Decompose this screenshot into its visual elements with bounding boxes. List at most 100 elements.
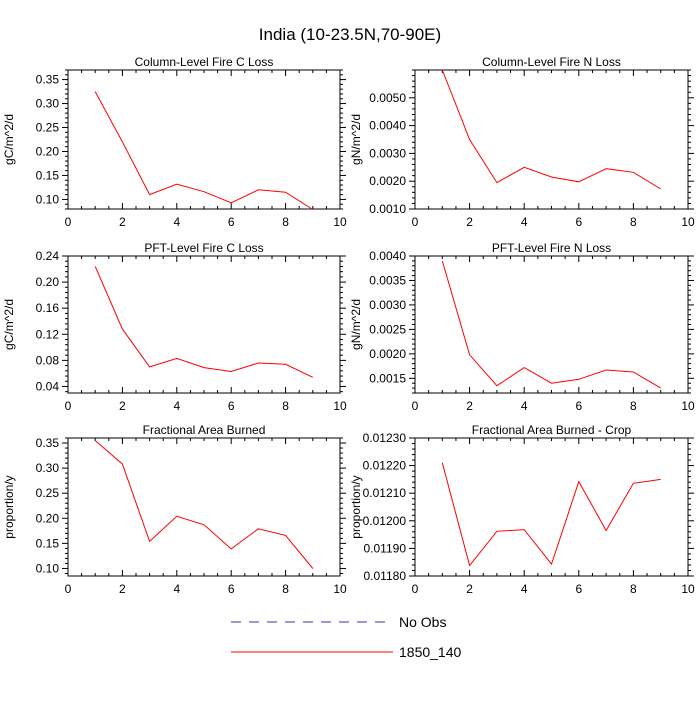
series-line-1850_140 — [442, 261, 660, 388]
y-tick-label: 0.0050 — [369, 91, 406, 105]
x-tick-label: 4 — [521, 582, 528, 596]
y-tick-label: 0.08 — [36, 353, 60, 367]
y-tick-label: 0.0040 — [369, 249, 406, 263]
x-tick-label: 6 — [575, 215, 582, 229]
plot-frame — [415, 70, 688, 209]
x-tick-label: 6 — [575, 399, 582, 413]
legend-label-2: 1850_140 — [399, 644, 462, 660]
y-tick-label: 0.20 — [36, 275, 60, 289]
x-tick-label: 10 — [333, 215, 347, 229]
x-tick-label: 8 — [630, 582, 637, 596]
x-tick-label: 6 — [575, 582, 582, 596]
panel-title: Column-Level Fire N Loss — [482, 55, 621, 69]
x-tick-label: 4 — [521, 399, 528, 413]
figure-title: India (10-23.5N,70-90E) — [259, 25, 441, 44]
y-tick-label: 0.10 — [36, 561, 60, 575]
y-axis-label: proportion/y — [2, 475, 16, 538]
y-tick-label: 0.16 — [36, 301, 60, 315]
y-tick-label: 0.01210 — [363, 486, 407, 500]
plot-frame — [68, 70, 340, 209]
y-tick-label: 0.0035 — [369, 273, 406, 287]
series-line-1850_140 — [442, 463, 660, 566]
y-tick-label: 0.15 — [36, 536, 60, 550]
plot-frame — [68, 438, 340, 576]
x-tick-label: 10 — [333, 582, 347, 596]
x-tick-label: 10 — [681, 582, 695, 596]
y-tick-label: 0.20 — [36, 144, 60, 158]
y-tick-label: 0.0020 — [369, 174, 406, 188]
y-tick-label: 0.0020 — [369, 347, 406, 361]
x-tick-label: 6 — [228, 215, 235, 229]
plot-frame — [415, 256, 688, 393]
y-tick-label: 0.01190 — [364, 541, 407, 555]
y-tick-label: 0.30 — [36, 461, 60, 475]
x-tick-label: 8 — [282, 399, 289, 413]
y-tick-label: 0.15 — [36, 168, 60, 182]
y-tick-label: 0.0010 — [369, 202, 406, 216]
x-tick-label: 8 — [630, 399, 637, 413]
series-line-1850_140 — [95, 92, 313, 210]
y-tick-label: 0.01220 — [363, 459, 407, 473]
y-tick-label: 0.35 — [36, 436, 60, 450]
x-tick-label: 4 — [173, 215, 180, 229]
y-tick-label: 0.01230 — [363, 431, 407, 445]
series-line-1850_140 — [95, 441, 313, 569]
x-tick-label: 2 — [119, 215, 126, 229]
y-tick-label: 0.0030 — [369, 146, 406, 160]
x-tick-label: 6 — [228, 582, 235, 596]
y-tick-label: 0.35 — [36, 73, 60, 87]
y-tick-label: 0.20 — [36, 511, 60, 525]
x-tick-label: 2 — [119, 582, 126, 596]
x-tick-label: 0 — [412, 399, 419, 413]
x-tick-label: 0 — [65, 399, 72, 413]
y-axis-label: gN/m^2/d — [349, 114, 363, 165]
x-tick-label: 10 — [681, 215, 695, 229]
panel-title: Fractional Area Burned - Crop — [472, 423, 632, 437]
panel-title: Column-Level Fire C Loss — [135, 55, 274, 69]
x-tick-label: 6 — [228, 399, 235, 413]
y-tick-label: 0.0040 — [369, 119, 406, 133]
y-tick-label: 0.25 — [36, 121, 60, 135]
x-tick-label: 0 — [65, 215, 72, 229]
x-tick-label: 8 — [282, 215, 289, 229]
x-tick-label: 2 — [466, 399, 473, 413]
panel-title: Fractional Area Burned — [143, 423, 266, 437]
x-tick-label: 0 — [65, 582, 72, 596]
y-axis-label: gN/m^2/d — [349, 299, 363, 350]
y-tick-label: 0.25 — [36, 486, 60, 500]
series-line-1850_140 — [95, 266, 313, 377]
y-axis-label: gC/m^2/d — [2, 299, 16, 350]
x-tick-label: 0 — [412, 215, 419, 229]
y-tick-label: 0.12 — [36, 327, 60, 341]
legend: No Obs 1850_140 — [231, 614, 462, 660]
y-axis-label: proportion/y — [349, 475, 363, 538]
x-tick-label: 10 — [333, 399, 347, 413]
panel-title: PFT-Level Fire C Loss — [144, 241, 263, 255]
legend-label-1: No Obs — [399, 614, 446, 630]
x-tick-label: 8 — [282, 582, 289, 596]
y-axis-label: gC/m^2/d — [2, 114, 16, 165]
x-tick-label: 2 — [119, 399, 126, 413]
y-tick-label: 0.30 — [36, 97, 60, 111]
plot-frame — [415, 438, 688, 576]
panel-title: PFT-Level Fire N Loss — [492, 241, 611, 255]
series-line-1850_140 — [442, 70, 660, 189]
x-tick-label: 8 — [630, 215, 637, 229]
y-tick-label: 0.24 — [36, 249, 60, 263]
x-tick-label: 4 — [521, 215, 528, 229]
y-tick-label: 0.01200 — [363, 514, 407, 528]
y-tick-label: 0.0030 — [369, 298, 406, 312]
x-tick-label: 10 — [681, 399, 695, 413]
y-tick-label: 0.0025 — [369, 322, 406, 336]
panel-2: Column-Level Fire N Loss 0 2 4 6 8 10 0.0010 0.0… — [349, 55, 695, 229]
x-tick-label: 4 — [173, 399, 180, 413]
panels-group: Column-Level Fire C Loss 0 2 4 6 8 10 0.10 0.15 0… — [2, 55, 695, 596]
x-tick-label: 2 — [466, 215, 473, 229]
